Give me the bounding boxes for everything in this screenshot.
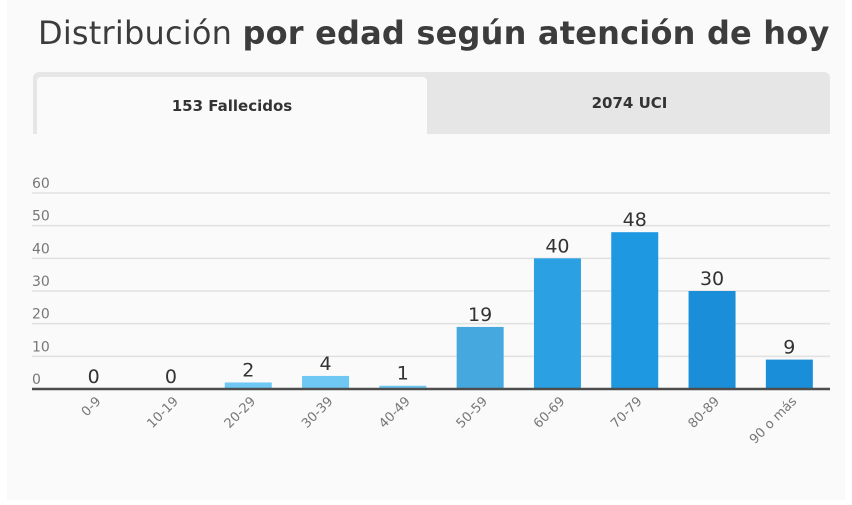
- bar: [765, 359, 813, 389]
- x-tick-label: 60-69: [531, 394, 568, 431]
- x-tick-label: 70-79: [608, 394, 645, 431]
- y-tick-label: 30: [32, 274, 50, 290]
- x-tick-label: 30-39: [299, 394, 336, 431]
- bar: [533, 258, 581, 389]
- x-tick-label: 80-89: [686, 394, 723, 431]
- data-label: 2: [242, 359, 254, 381]
- bar: [302, 375, 350, 389]
- y-tick-label: 60: [32, 176, 50, 192]
- bar: [379, 385, 427, 389]
- x-tick-label: 20-29: [222, 394, 259, 431]
- data-label: 1: [397, 363, 409, 385]
- page-title: Distribución por edad según atención de …: [38, 14, 830, 52]
- data-label: 19: [468, 304, 492, 326]
- y-tick-label: 50: [32, 209, 50, 225]
- data-label: 0: [165, 366, 177, 388]
- tab-bar: 153 Fallecidos 2074 UCI: [33, 72, 830, 134]
- bar: [456, 326, 504, 389]
- tab-uci[interactable]: 2074 UCI: [591, 94, 668, 112]
- x-tick-label: 90 o más: [747, 394, 800, 447]
- data-label: 4: [320, 353, 332, 375]
- bar: [611, 232, 659, 389]
- data-label: 40: [545, 235, 569, 257]
- data-label: 0: [88, 366, 100, 388]
- y-tick-label: 20: [32, 307, 50, 323]
- x-tick-label: 40-49: [376, 394, 413, 431]
- y-tick-label: 0: [32, 372, 41, 388]
- y-tick-label: 40: [32, 241, 50, 257]
- data-label: 48: [623, 209, 647, 231]
- title-light: Distribución: [38, 14, 233, 52]
- data-label: 9: [783, 337, 795, 359]
- x-tick-label: 0-9: [79, 394, 105, 420]
- bar: [224, 382, 272, 389]
- tab-fallecidos[interactable]: 153 Fallecidos: [37, 77, 427, 134]
- x-tick-label: 50-59: [454, 394, 491, 431]
- y-tick-label: 10: [32, 339, 50, 355]
- bar: [688, 291, 736, 389]
- data-label: 30: [700, 268, 724, 290]
- title-bold: por edad según atención de hoy: [242, 14, 830, 52]
- x-tick-label: 10-19: [144, 394, 181, 431]
